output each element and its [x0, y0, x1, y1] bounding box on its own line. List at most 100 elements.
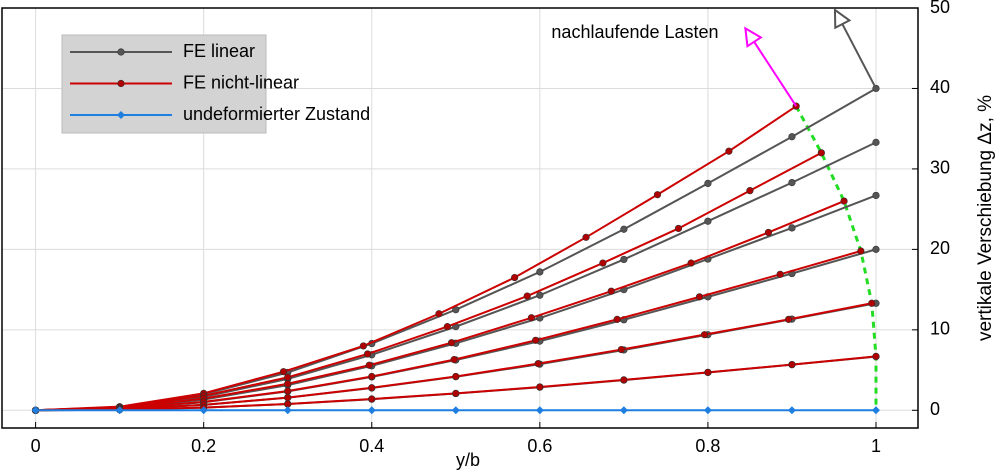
marker — [534, 360, 542, 368]
x-axis-label: y/b — [456, 450, 480, 470]
marker — [857, 247, 865, 255]
arrow-shaft — [753, 41, 797, 107]
marker — [368, 372, 376, 381]
marker — [617, 345, 625, 354]
x-tick-label: 0.4 — [359, 436, 384, 456]
marker — [599, 259, 607, 267]
marker — [695, 293, 704, 301]
marker — [674, 224, 683, 233]
marker — [511, 273, 519, 282]
series-line — [35, 141, 877, 412]
marker — [784, 315, 793, 323]
y-tick-label: 40 — [930, 77, 950, 97]
marker — [788, 360, 796, 369]
marker — [535, 406, 544, 415]
arrow-head — [744, 26, 763, 48]
marker — [450, 356, 458, 364]
marker — [117, 111, 125, 119]
marker — [115, 406, 124, 415]
marker — [117, 48, 125, 56]
marker — [284, 400, 292, 408]
marker — [117, 79, 125, 88]
marker — [284, 387, 292, 395]
marker — [523, 292, 531, 300]
y-tick-label: 50 — [930, 0, 950, 17]
marker — [868, 299, 876, 307]
x-tick-label: 1 — [871, 436, 881, 456]
marker — [788, 178, 796, 187]
marker — [619, 406, 628, 415]
arrow-head — [833, 7, 852, 30]
marker — [367, 406, 376, 415]
annotation: nachlaufende Lasten — [551, 22, 718, 42]
series-line — [35, 250, 862, 412]
plot-frame — [1, 7, 919, 429]
marker — [817, 149, 825, 157]
marker — [788, 133, 796, 141]
marker — [700, 331, 709, 339]
marker — [704, 217, 712, 225]
marker — [704, 179, 712, 188]
marker — [787, 406, 796, 415]
marker — [31, 406, 40, 415]
y-tick-label: 0 — [930, 399, 940, 419]
marker — [725, 147, 733, 155]
marker — [776, 270, 784, 278]
y-tick-label: 30 — [930, 158, 950, 178]
marker — [607, 287, 615, 295]
x-tick-label: 0.6 — [527, 436, 552, 456]
marker — [536, 268, 544, 276]
marker — [872, 245, 880, 253]
marker — [452, 372, 460, 381]
marker — [447, 339, 456, 347]
marker — [872, 352, 880, 360]
marker — [746, 187, 754, 195]
marker — [653, 191, 662, 199]
y-tick-label: 20 — [930, 238, 950, 258]
marker — [359, 342, 367, 350]
x-tick-label: 0.8 — [695, 436, 720, 456]
marker — [536, 291, 544, 299]
series-line — [35, 105, 797, 412]
marker — [443, 323, 451, 331]
marker — [283, 406, 292, 415]
marker — [620, 255, 628, 264]
legend-label: undeformierter Zustand — [183, 104, 370, 124]
marker — [199, 406, 208, 415]
marker — [582, 233, 590, 241]
marker — [452, 389, 460, 398]
marker — [532, 336, 540, 344]
marker — [363, 350, 372, 358]
marker — [871, 406, 880, 415]
marker — [368, 384, 376, 392]
marker — [788, 224, 796, 232]
series-line — [35, 151, 822, 412]
y-tick-label: 10 — [930, 319, 950, 339]
marker — [527, 314, 536, 322]
marker — [687, 259, 695, 267]
marker — [840, 197, 848, 205]
legend-label: FE linear — [183, 41, 255, 61]
legend-label: FE nicht-linear — [183, 72, 299, 92]
marker — [620, 376, 628, 384]
marker — [536, 383, 544, 391]
y-axis-label: vertikale Verschiebung Δz, % — [975, 95, 996, 341]
x-tick-label: 0.2 — [191, 436, 216, 456]
marker — [872, 191, 880, 200]
marker — [435, 310, 443, 318]
marker — [284, 373, 292, 381]
marker — [872, 138, 880, 146]
arrow-shaft — [841, 23, 877, 89]
marker — [368, 395, 376, 403]
marker — [284, 393, 292, 402]
marker — [764, 228, 773, 237]
marker — [703, 406, 712, 415]
marker — [620, 225, 628, 233]
x-tick-label: 0 — [31, 436, 41, 456]
marker — [279, 368, 288, 376]
marker — [365, 361, 373, 369]
marker — [704, 368, 712, 376]
marker — [613, 315, 621, 323]
marker — [451, 406, 460, 415]
